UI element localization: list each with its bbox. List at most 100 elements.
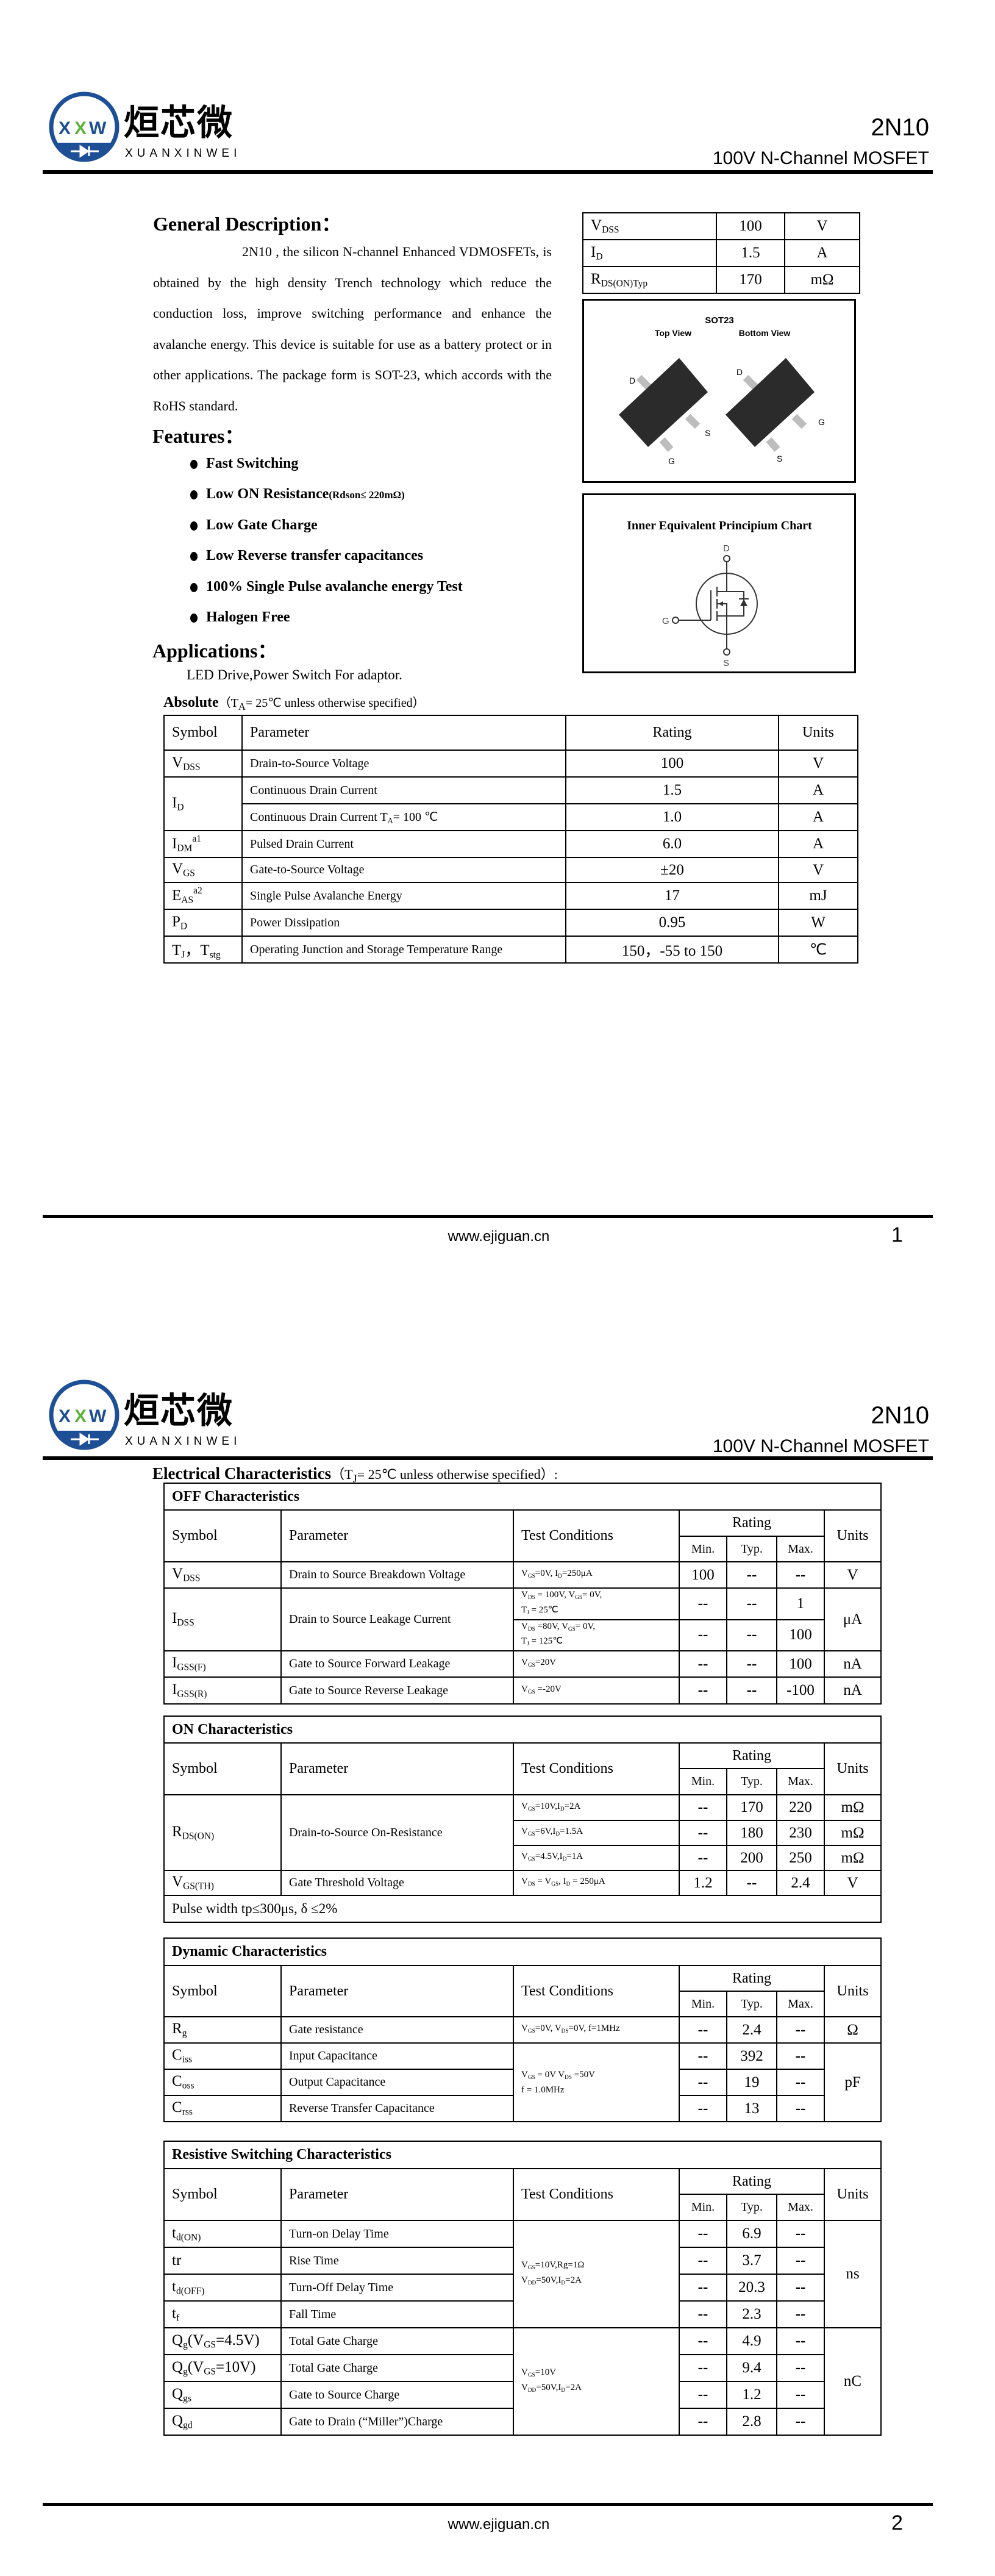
cell-max: 2.4 [776,1870,825,1896]
key-spec-row: VDSS 100 V [582,212,860,240]
cell-units: W [778,909,858,937]
feature-item: Low Reverse transfer capacitances [190,540,463,571]
key-spec-unit: mΩ [784,266,860,294]
cell-conditions: VDS = 100V, VGS= 0V, TJ = 25℃ [513,1587,680,1620]
cell-max: 250 [776,1845,825,1871]
cell-symbol: tr [163,2247,282,2275]
cell-parameter: Gate to Source Reverse Leakage [280,1676,514,1705]
key-spec-symbol: VDSS [582,212,717,240]
cell-parameter: Gate to Source Charge [280,2381,514,2409]
table-note: Pulse width tp≤300μs, δ ≤2% [163,1895,882,1923]
key-spec-symbol: ID [582,239,717,267]
column-header-conditions: Test Conditions [513,2168,680,2221]
key-spec-unit: A [784,239,860,267]
table-row: Qgs Gate to Source Charge -- 1.2 -- [163,2381,881,2409]
schematic-title: Inner Equivalent Principium Chart [627,519,812,532]
table-note-row: Pulse width tp≤300μs, δ ≤2% [163,1895,882,1923]
footer-divider [43,1215,933,1218]
column-header-typ: Typ. [726,2194,777,2221]
cell-typ: -- [726,1619,777,1652]
cell-symbol: td(OFF) [163,2274,282,2302]
table-row: EASa2 Single Pulse Avalanche Energy 17 mJ [163,882,858,910]
cell-typ: 19 [726,2069,777,2096]
table-row: VDS =80V, VGS= 0V, TJ = 125℃ -- -- 100 [164,1619,881,1652]
table-title: Resistive Switching Characteristics [163,2141,882,2169]
logo-english-name: XUANXINWEI [125,147,241,160]
cell-conditions: VGS=10V,Rg=1Ω VDD=50V,ID=2A [513,2220,680,2328]
off-table: OFF Characteristics Symbol Parameter Test C… [163,1483,882,1705]
company-logo-icon: X X W [49,1379,119,1450]
cell-parameter: Rise Time [280,2247,514,2275]
cell-min: -- [679,1794,727,1821]
cell-rating: 1.0 [565,803,779,831]
column-header: Symbol [163,715,243,751]
feature-label: Low Reverse transfer capacitances [206,548,424,564]
cell-typ: 170 [726,1794,777,1821]
cell-max: -- [776,2381,825,2409]
cell-units: V [778,750,858,778]
cell-symbol: PD [163,909,243,937]
key-specs-table: VDSS 100 V ID 1.5 A RDS(ON)Typ 170 mΩ [582,212,860,294]
cell-min: -- [679,2016,727,2044]
absolute-ratings-condition: （TA= 25℃ unless otherwise specified） [218,696,425,712]
electrical-characteristics-title: Electrical Characteristics [152,1464,332,1483]
cell-min: -- [679,2300,727,2328]
cell-parameter: Fall Time [280,2300,514,2328]
cell-min: -- [679,2381,727,2409]
cell-symbol: Crss [163,2095,282,2122]
cell-units: V [823,1561,882,1589]
table-row: RDS(ON) Drain-to-Source On-Resistance VGS=… [163,1794,882,1871]
cell-typ: -- [726,1870,777,1896]
schematic-drain-label: D [723,543,730,554]
cell-max: 100 [776,1650,825,1678]
cell-symbol: Rg [163,2016,282,2044]
cell-parameter: Drain to Source Leakage Current [280,1587,514,1652]
column-header-units: Units [823,1509,882,1562]
feature-label: 100% Single Pulse avalanche energy Test [206,578,463,595]
absolute-ratings-heading: Absolute（TA= 25℃ unless otherwise specif… [163,693,425,713]
bottom-pin-g-label: G [818,417,825,427]
column-header-conditions: Test Conditions [513,1965,680,2017]
cell-min: -- [679,2220,727,2248]
absolute-ratings-title: Absolute [163,695,219,710]
feature-note: (Rdson≤ 220mΩ) [329,489,405,501]
cell-typ: 6.9 [726,2220,777,2248]
cell-typ: 2.8 [726,2408,777,2436]
table-title-row: Resistive Switching Characteristics [163,2141,882,2169]
key-specs: VDSS 100 V ID 1.5 A RDS(ON)Typ 170 mΩ [582,212,860,294]
cell-typ: 2.4 [726,2016,777,2044]
table-header-row: Symbol Parameter Test Conditions Rating Unit… [163,1965,882,2017]
cell-min: 100 [679,1561,727,1589]
footer-website-link[interactable]: www.ejiguan.cn [448,1228,550,1245]
cell-max: -- [776,2327,825,2355]
equivalent-circuit: Inner Equivalent Principium Chart D G S [582,493,856,673]
bottom-view-label: Bottom View [739,328,791,338]
cell-typ: -- [726,1561,777,1589]
cell-units: V [778,857,858,883]
cell-parameter: Drain-to-Source Voltage [241,750,566,778]
cell-min: -- [679,1845,727,1871]
cell-conditions: VDS =80V, VGS= 0V, TJ = 125℃ [513,1619,680,1652]
cell-rating: 17 [565,882,779,910]
general-description-body: 2N10 , the silicon N-channel Enhanced VD… [153,244,552,413]
cell-min: -- [679,2095,727,2122]
on-characteristics: ON Characteristics Symbol Parameter Test Co… [163,1716,882,1923]
cell-typ: 200 [726,1845,777,1871]
cell-conditions: VDS = VGS, ID = 250μA [513,1870,680,1896]
footer-website-link[interactable]: www.ejiguan.cn [448,2516,550,2533]
cell-units: A [778,776,858,804]
column-header-rating: Rating [679,1742,825,1769]
cell-symbol: RDS(ON) [163,1794,282,1871]
cell-symbol: EASa2 [163,882,243,910]
table-row: Rg Gate resistance VGS=0V, VDS=0V, f=1MHz -… [163,2016,882,2044]
cell-parameter: Continuous Drain Current [241,776,566,804]
cell-symbol: ID [163,776,243,831]
company-logo-icon: X X W [49,91,119,162]
cell-parameter: Input Capacitance [280,2042,514,2070]
cell-units: mΩ [823,1820,882,1846]
cell-parameter: Output Capacitance [280,2069,514,2096]
cell-max: -- [776,2095,825,2122]
cell-symbol: VDSS [163,750,243,778]
column-header-units: Units [824,2168,882,2221]
header-divider [43,170,933,174]
